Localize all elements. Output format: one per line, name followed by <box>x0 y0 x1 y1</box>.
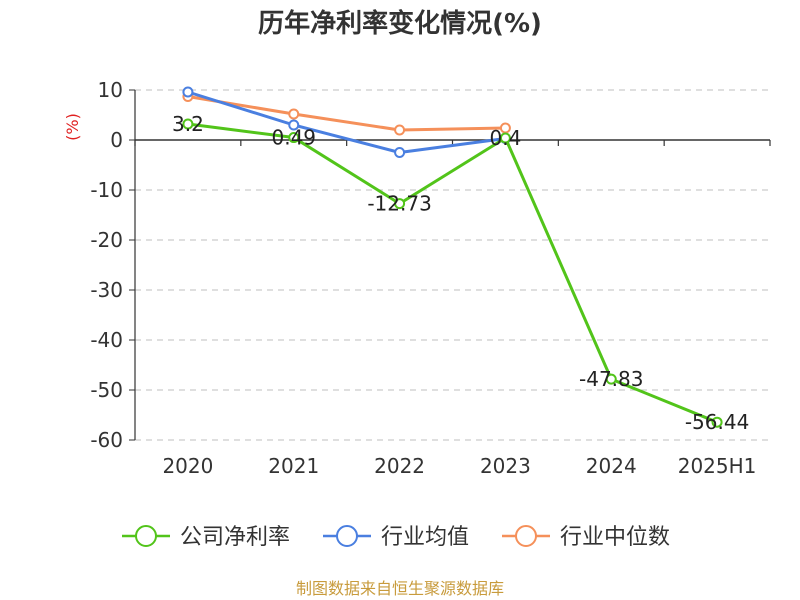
data-point <box>394 147 406 158</box>
x-tick-label: 2023 <box>480 454 531 478</box>
data-point <box>288 132 300 144</box>
data-label: -47.83 <box>579 367 643 391</box>
series-line-0 <box>187 122 718 424</box>
series-line-1 <box>187 90 506 154</box>
y-tick-label: 0 <box>110 128 123 152</box>
data-point <box>288 108 300 120</box>
data-point <box>288 119 300 131</box>
series-line-2 <box>187 95 506 132</box>
y-tick-label: -30 <box>90 278 123 302</box>
data-label: -12.73 <box>367 192 431 216</box>
y-tick-label: -50 <box>90 378 123 402</box>
chart-title: 历年净利率变化情况(%) <box>258 8 542 39</box>
source-note: 制图数据来自恒生聚源数据库 <box>296 579 504 598</box>
x-tick-label: 2025H1 <box>678 454 757 478</box>
x-tick-label: 2024 <box>586 454 637 478</box>
x-tick-label: 2021 <box>268 454 319 478</box>
x-tick-label: 2022 <box>374 454 425 478</box>
legend: 公司净利率 行业均值 行业中位数 <box>122 525 670 550</box>
series-lines <box>182 86 723 428</box>
data-label: -56.44 <box>685 410 749 434</box>
legend-label: 行业均值 <box>381 525 469 550</box>
data-point <box>711 416 723 428</box>
grid-lines <box>135 89 770 441</box>
data-labels: 3.2 0.49 -12.73 0.4 -47.83 -56.44 <box>172 112 749 434</box>
data-label: 3.2 <box>172 112 204 136</box>
data-label: 0.4 <box>490 126 522 150</box>
y-axis-unit-label: (%) <box>63 113 82 141</box>
legend-label: 行业中位数 <box>560 525 670 550</box>
y-tick-label: 10 <box>98 78 123 102</box>
data-point <box>182 118 194 130</box>
data-point <box>394 124 406 136</box>
legend-marker <box>135 525 157 547</box>
legend-marker <box>336 525 358 547</box>
x-tick-label: 2020 <box>162 454 213 478</box>
data-point <box>394 198 406 210</box>
legend-marker <box>515 525 537 547</box>
legend-label: 公司净利率 <box>180 525 290 550</box>
y-tick-label: -40 <box>90 328 123 352</box>
y-tick-label: -10 <box>90 178 123 202</box>
y-tick-label: -20 <box>90 228 123 252</box>
data-point <box>182 86 194 98</box>
data-point <box>499 132 511 144</box>
y-tick-label: -60 <box>90 428 123 452</box>
data-point <box>605 373 617 385</box>
axes: 10 0 -10 -20 -30 -40 -50 -60 2020 2021 2022 2023 202… <box>90 78 771 478</box>
data-label: 0.49 <box>271 126 316 150</box>
